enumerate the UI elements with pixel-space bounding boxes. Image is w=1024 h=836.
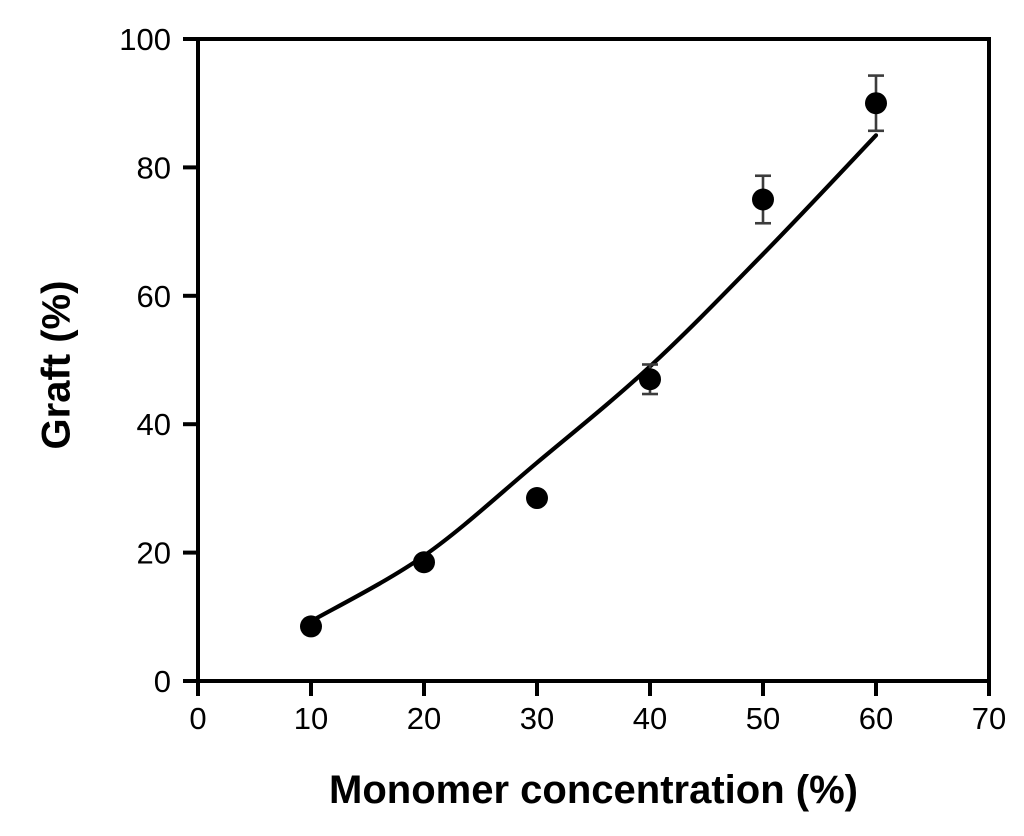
x-tick-label: 20 [407, 701, 441, 736]
x-axis-title: Monomer concentration (%) [329, 768, 858, 812]
data-point [752, 188, 774, 211]
y-tick-label: 0 [154, 664, 171, 699]
y-tick-label: 20 [137, 536, 171, 571]
y-tick-label: 60 [137, 279, 171, 314]
data-point [865, 92, 887, 115]
x-tick-label: 30 [520, 701, 554, 736]
y-tick-label: 100 [119, 22, 171, 57]
fit-curve [308, 133, 879, 624]
data-point [639, 368, 661, 391]
data-point [413, 551, 435, 574]
x-tick-label: 60 [859, 701, 893, 736]
plot-frame [196, 37, 991, 683]
x-tick-label: 50 [746, 701, 780, 736]
x-tick-label: 0 [189, 701, 206, 736]
x-tick-label: 10 [294, 701, 328, 736]
data-point [300, 615, 322, 638]
y-tick-label: 80 [137, 150, 171, 185]
y-tick-label: 40 [137, 407, 171, 442]
x-tick-label: 40 [633, 701, 667, 736]
x-tick-label: 70 [972, 701, 1006, 736]
data-point [526, 487, 548, 510]
y-axis-title: Graft (%) [34, 280, 79, 450]
